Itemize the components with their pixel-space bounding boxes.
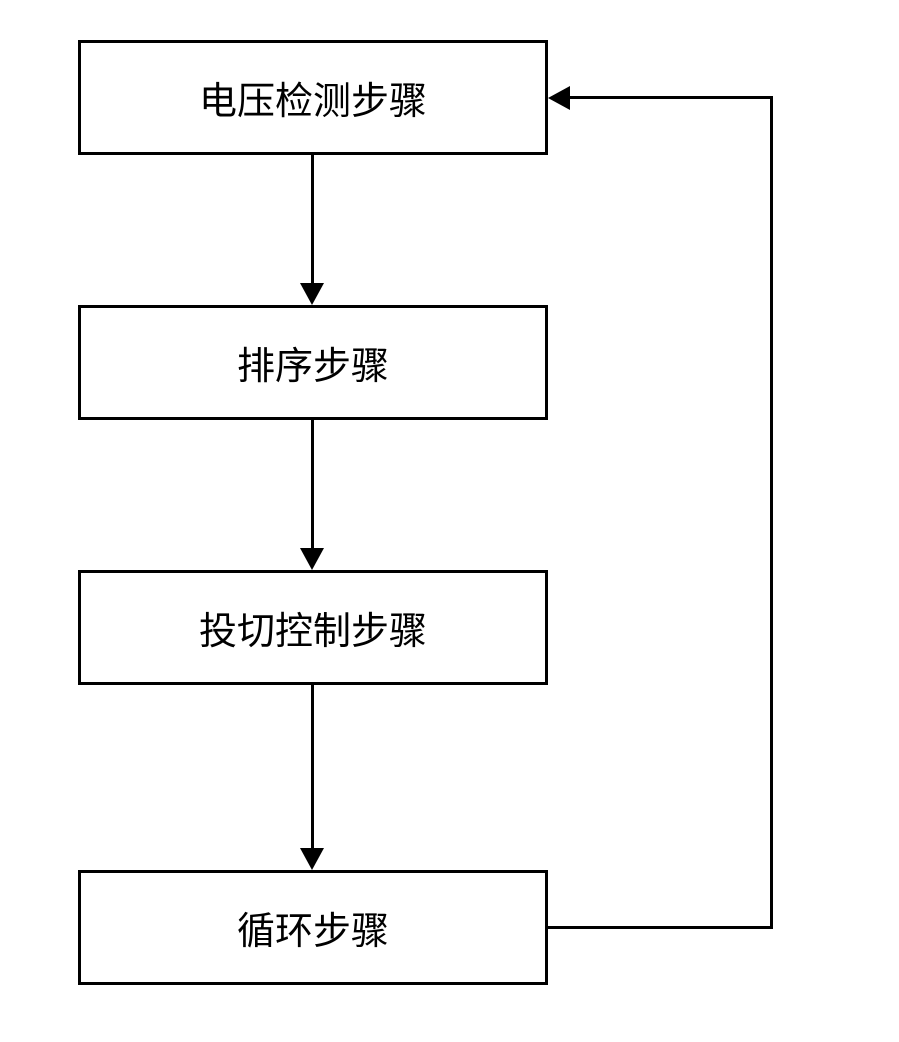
edge-feedback-h-top	[570, 96, 773, 99]
node-label: 投切控制步骤	[199, 600, 427, 655]
edge-2-3-line	[311, 420, 314, 550]
node-label: 电压检测步骤	[199, 70, 427, 125]
edge-3-4-arrow	[300, 848, 324, 870]
node-sorting: 排序步骤	[78, 305, 548, 420]
edge-feedback-h-bottom	[548, 926, 773, 929]
edge-1-2-arrow	[300, 283, 324, 305]
flowchart-container: 电压检测步骤 排序步骤 投切控制步骤 循环步骤	[0, 0, 899, 1042]
edge-feedback-v	[770, 96, 773, 929]
node-loop: 循环步骤	[78, 870, 548, 985]
edge-feedback-arrow	[548, 86, 570, 110]
edge-1-2-line	[311, 155, 314, 285]
node-switching-control: 投切控制步骤	[78, 570, 548, 685]
node-voltage-detection: 电压检测步骤	[78, 40, 548, 155]
node-label: 循环步骤	[237, 900, 389, 955]
node-label: 排序步骤	[237, 335, 389, 390]
edge-3-4-line	[311, 685, 314, 850]
edge-2-3-arrow	[300, 548, 324, 570]
